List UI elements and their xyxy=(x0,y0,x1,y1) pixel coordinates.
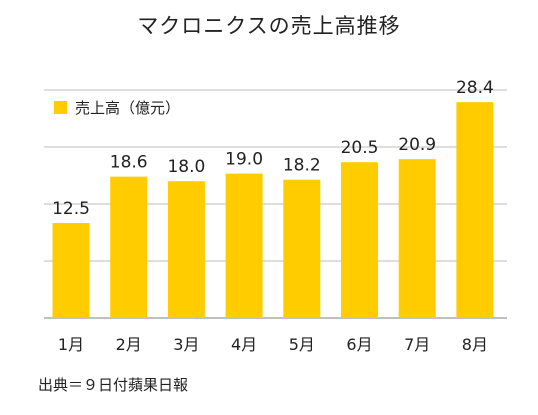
x-tick-label: 5月 xyxy=(289,335,315,354)
bar xyxy=(167,181,205,318)
data-label: 20.5 xyxy=(341,138,379,158)
data-label: 20.9 xyxy=(398,135,436,155)
data-label: 28.4 xyxy=(456,78,494,98)
x-tick-label: 7月 xyxy=(404,335,430,354)
bar xyxy=(110,176,148,318)
bar xyxy=(52,223,90,318)
chart-title: マクロニクスの売上高推移 xyxy=(137,14,401,38)
data-label: 19.0 xyxy=(225,150,263,170)
bar xyxy=(341,162,378,318)
legend: 売上高（億元） xyxy=(54,97,180,118)
x-tick-label: 3月 xyxy=(173,335,199,354)
x-tick-label: 8月 xyxy=(462,335,488,354)
bar xyxy=(283,179,321,318)
data-label: 18.6 xyxy=(110,153,148,173)
bar xyxy=(398,159,436,318)
legend-label: 売上高（億元） xyxy=(75,99,181,117)
x-tick-label: 1月 xyxy=(58,335,84,354)
legend-swatch xyxy=(54,101,67,114)
x-tick-label: 6月 xyxy=(346,335,372,354)
x-tick-label: 2月 xyxy=(116,335,142,354)
data-label: 18.2 xyxy=(283,156,321,176)
source-note: 出典＝９日付蘋果日報 xyxy=(38,376,189,394)
x-tick-label: 4月 xyxy=(231,335,257,354)
data-label: 12.5 xyxy=(52,199,90,219)
data-label: 18.0 xyxy=(167,157,205,177)
bar xyxy=(456,102,494,318)
bar xyxy=(225,173,263,318)
